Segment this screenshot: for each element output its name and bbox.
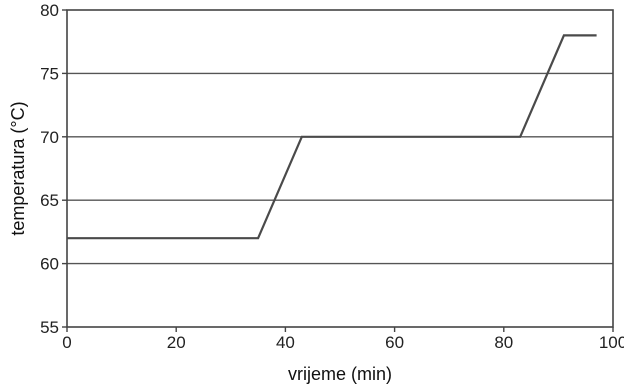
series-layer <box>67 34 597 240</box>
y-tick-label-70: 70 <box>40 128 59 147</box>
plot-area-frame <box>66 9 614 328</box>
x-tick-label-0: 0 <box>62 333 71 352</box>
x-tick-label-60: 60 <box>385 333 404 352</box>
y-tick-label-60: 60 <box>40 255 59 274</box>
x-axis-title: vrijeme (min) <box>288 364 392 384</box>
x-axis-ticks: 0 20 40 60 80 100 <box>62 327 624 352</box>
x-tick-label-20: 20 <box>167 333 186 352</box>
y-tick-label-65: 65 <box>40 191 59 210</box>
x-tick-label-40: 40 <box>276 333 295 352</box>
y-tick-label-75: 75 <box>40 64 59 83</box>
y-axis-title: temperatura (°C) <box>8 101 28 235</box>
y-tick-label-80: 80 <box>40 1 59 20</box>
x-tick-label-80: 80 <box>494 333 513 352</box>
y-axis-ticks: 55 60 65 70 75 80 <box>40 1 67 337</box>
y-tick-label-55: 55 <box>40 318 59 337</box>
x-tick-label-100: 100 <box>599 333 624 352</box>
series-line-0 <box>67 34 597 240</box>
gridlines <box>67 72 613 265</box>
